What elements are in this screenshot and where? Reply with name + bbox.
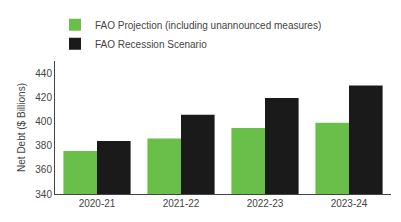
svg-text:FAO Recession Scenario: FAO Recession Scenario: [95, 39, 207, 50]
svg-text:340: 340: [35, 189, 52, 200]
svg-text:380: 380: [35, 140, 52, 151]
svg-text:2021-22: 2021-22: [163, 198, 200, 209]
svg-text:420: 420: [35, 92, 52, 103]
svg-text:2020-21: 2020-21: [79, 198, 116, 209]
svg-text:360: 360: [35, 164, 52, 175]
svg-text:440: 440: [35, 68, 52, 79]
svg-text:400: 400: [35, 116, 52, 127]
svg-text:Net Debt ($ Billions): Net Debt ($ Billions): [16, 83, 27, 172]
svg-text:FAO Projection (including unan: FAO Projection (including unannounced me…: [95, 20, 321, 31]
svg-text:2022-23: 2022-23: [247, 198, 284, 209]
svg-text:2023-24: 2023-24: [331, 198, 368, 209]
